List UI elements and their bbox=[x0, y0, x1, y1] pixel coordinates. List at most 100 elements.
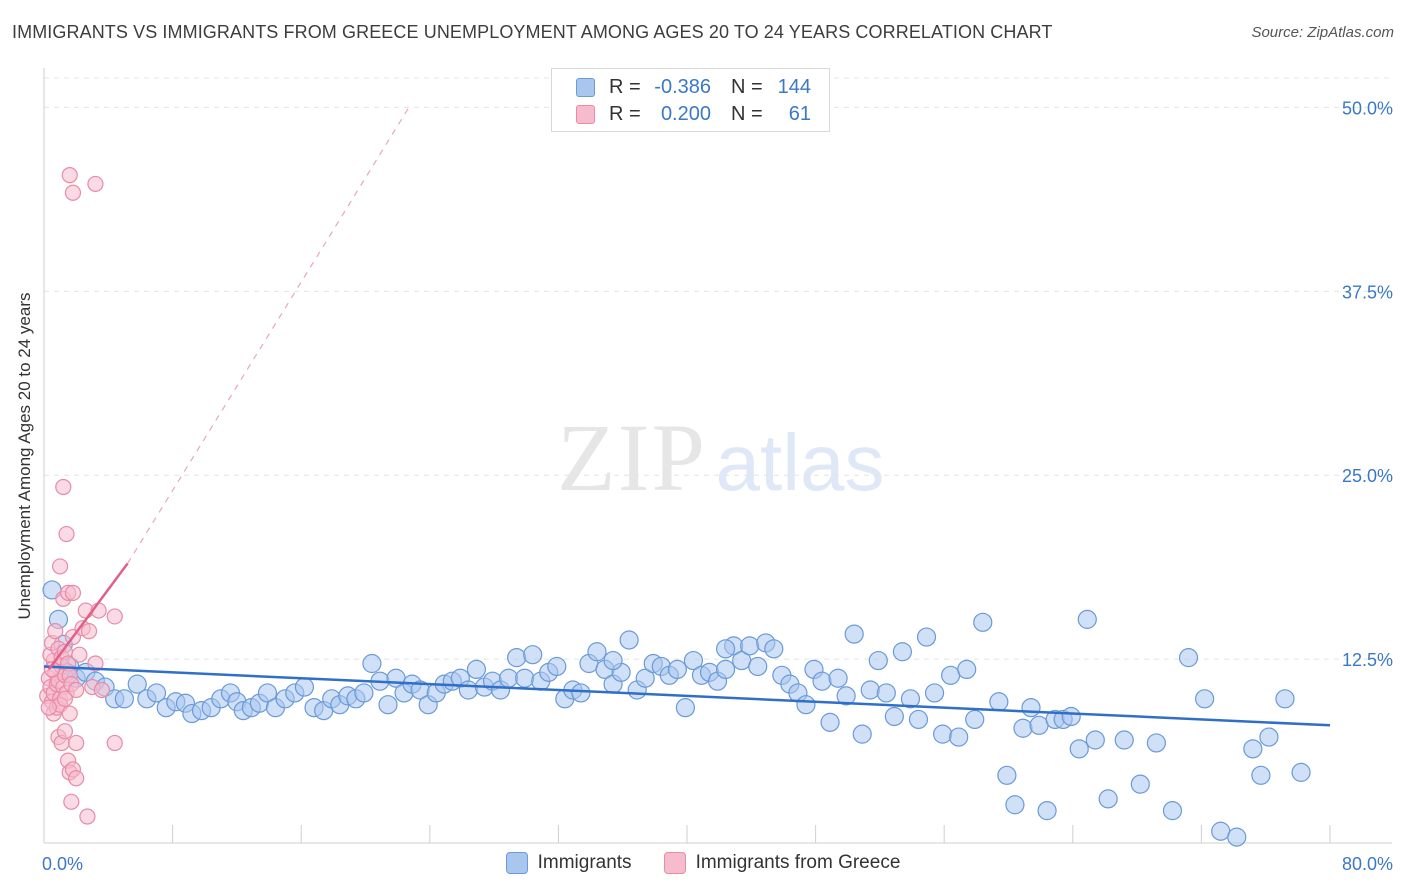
immigrants-point bbox=[868, 650, 888, 671]
immigrants-point bbox=[1195, 689, 1215, 709]
legend-n-value: 61 bbox=[788, 102, 811, 125]
y-axis-label: Unemployment Among Ages 20 to 24 years bbox=[15, 292, 34, 620]
gridlines bbox=[44, 77, 1392, 660]
series-legend-swatch-greece bbox=[663, 852, 686, 874]
greece-point bbox=[51, 558, 69, 575]
y-tick-label: 25.0% bbox=[1342, 466, 1393, 486]
immigrants-point bbox=[884, 706, 904, 727]
immigrants-point bbox=[635, 668, 655, 688]
immigrants-point bbox=[378, 695, 398, 715]
immigrants-point bbox=[1130, 774, 1150, 794]
immigrants-point bbox=[127, 674, 147, 694]
watermark: ZIP atlas bbox=[557, 404, 884, 511]
legend-n-value: 144 bbox=[777, 75, 811, 98]
immigrants-point bbox=[146, 683, 167, 703]
immigrants-point bbox=[715, 639, 736, 659]
immigrants-point bbox=[852, 724, 872, 744]
immigrants-point bbox=[1021, 698, 1041, 718]
greece-point bbox=[68, 681, 85, 699]
legend-r-value: -0.386 bbox=[654, 75, 711, 98]
immigrants-point bbox=[1098, 789, 1118, 809]
immigrants-point bbox=[523, 645, 543, 665]
immigrants-point bbox=[820, 712, 840, 732]
immigrants-point bbox=[1146, 733, 1166, 753]
greece-point bbox=[64, 584, 82, 602]
watermark-atlas: atlas bbox=[716, 418, 885, 507]
greece-point bbox=[61, 166, 78, 184]
correlation-legend: R = -0.386 N = 144 R = 0.200 N = 61 bbox=[551, 68, 830, 132]
immigrants-point bbox=[458, 680, 478, 700]
legend-swatch-greece bbox=[576, 104, 595, 124]
immigrants-point bbox=[675, 698, 695, 718]
immigrants-point bbox=[354, 683, 374, 703]
legend-n-label: N = bbox=[731, 102, 763, 125]
immigrants-point bbox=[796, 695, 816, 715]
immigrants-point bbox=[740, 636, 760, 656]
greece-point bbox=[87, 655, 104, 672]
immigrants-point bbox=[1069, 739, 1089, 759]
immigrants-point bbox=[1178, 648, 1199, 668]
greece-point bbox=[80, 623, 98, 640]
immigrants-point bbox=[498, 668, 519, 688]
series-legend: Immigrants Immigrants from Greece bbox=[0, 852, 1406, 874]
x-tick-label: 80.0% bbox=[1342, 854, 1393, 874]
immigrants-point bbox=[957, 659, 977, 680]
chart-title: IMMIGRANTS VS IMMIGRANTS FROM GREECE UNE… bbox=[12, 22, 1053, 42]
immigrants-point bbox=[1013, 718, 1033, 738]
immigrants-point bbox=[466, 659, 487, 680]
y-tick-label: 37.5% bbox=[1342, 282, 1393, 302]
immigrants-point bbox=[941, 665, 961, 685]
immigrants-point bbox=[587, 642, 607, 662]
immigrants-point bbox=[294, 677, 315, 697]
immigrants-point bbox=[1251, 765, 1271, 785]
greece-point bbox=[68, 770, 85, 787]
immigrants-point bbox=[916, 627, 937, 647]
x-tick-label: 0.0% bbox=[42, 854, 83, 874]
immigrants-point bbox=[932, 724, 953, 744]
greece-point bbox=[106, 734, 123, 752]
greece-point bbox=[63, 793, 80, 810]
immigrants-point bbox=[892, 642, 913, 662]
source-label: Source: ZipAtlas.com bbox=[1251, 24, 1394, 41]
legend-r-label: R = bbox=[609, 75, 641, 98]
immigrants-point bbox=[683, 650, 704, 671]
immigrants-point bbox=[1243, 739, 1263, 759]
immigrants-point bbox=[876, 683, 896, 703]
immigrants-point bbox=[1077, 609, 1097, 629]
immigrants-point bbox=[828, 668, 848, 688]
watermark-zip: ZIP bbox=[557, 404, 707, 511]
trend-lines bbox=[43, 107, 1331, 727]
series-legend-label-immigrants: Immigrants bbox=[537, 852, 632, 873]
immigrants-point bbox=[836, 686, 856, 706]
immigrants-point bbox=[997, 765, 1017, 785]
greece-point bbox=[79, 808, 96, 825]
immigrants-point bbox=[1061, 706, 1081, 727]
greece-trend-extension bbox=[127, 107, 410, 564]
immigrants-point bbox=[1037, 801, 1057, 821]
series-legend-swatch-immigrants bbox=[505, 852, 528, 874]
immigrants-point bbox=[1259, 727, 1279, 747]
immigrants-point bbox=[1085, 730, 1105, 750]
series-legend-label-greece: Immigrants from Greece bbox=[695, 852, 901, 873]
greece-point bbox=[61, 705, 78, 722]
immigrants-point bbox=[619, 630, 639, 650]
immigrants-point bbox=[900, 689, 921, 709]
immigrants-point bbox=[362, 653, 382, 674]
immigrants-point bbox=[989, 692, 1009, 712]
immigrants-point bbox=[257, 683, 278, 703]
greece-point bbox=[87, 175, 104, 193]
series-legend-greece[interactable]: Immigrants from Greece bbox=[663, 852, 901, 874]
greece-point bbox=[55, 478, 72, 496]
immigrants-point bbox=[908, 709, 929, 730]
immigrants-point bbox=[860, 680, 880, 700]
greece-point bbox=[71, 646, 88, 663]
immigrants-point bbox=[965, 709, 985, 730]
legend-row-greece: R = 0.200 N = 61 bbox=[576, 102, 811, 126]
series-legend-immigrants[interactable]: Immigrants bbox=[505, 852, 632, 874]
y-tick-label: 12.5% bbox=[1342, 650, 1393, 670]
immigrants-point bbox=[1029, 715, 1049, 735]
greece-point bbox=[64, 184, 82, 201]
immigrants-point bbox=[1275, 689, 1295, 709]
legend-row-immigrants: R = -0.386 N = 144 bbox=[576, 75, 811, 99]
